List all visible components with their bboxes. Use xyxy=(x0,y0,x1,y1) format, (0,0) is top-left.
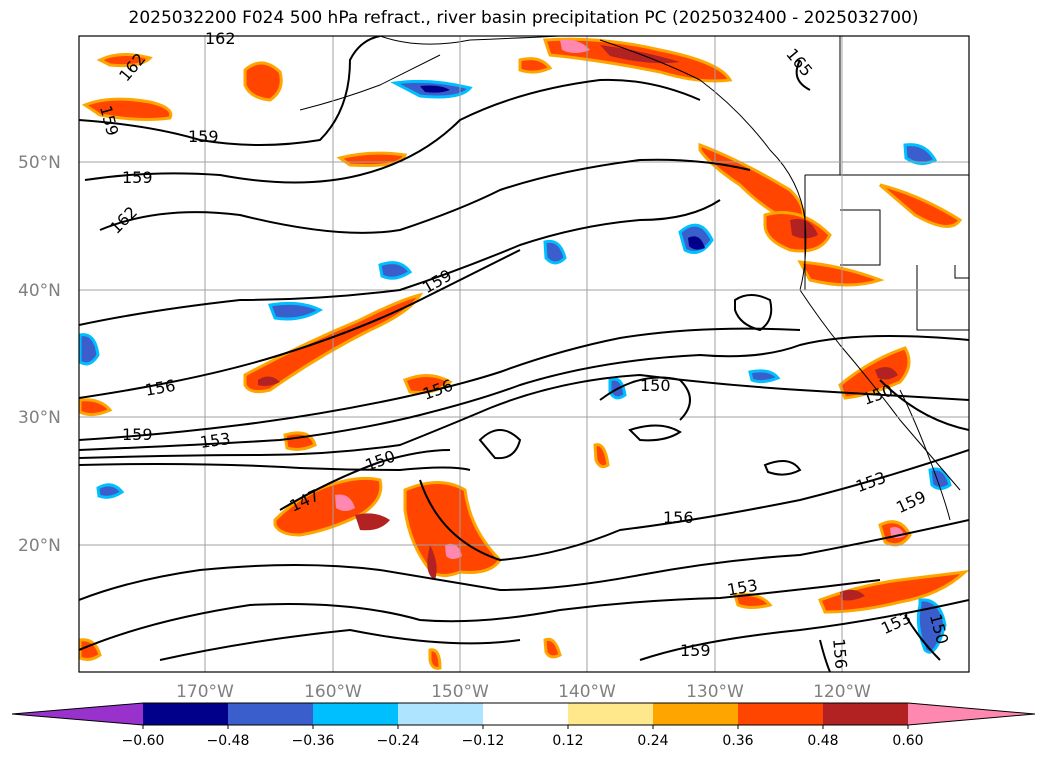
contour-label: 150 xyxy=(640,376,671,395)
colorbar-tick-label: −0.60 xyxy=(122,733,165,749)
colorbar-extend-high xyxy=(908,703,1035,725)
colorbar-segment xyxy=(653,703,738,725)
refractivity-contours xyxy=(79,36,969,672)
colorbar-segment xyxy=(738,703,823,725)
latitude-labels: 50°N 40°N 30°N 20°N xyxy=(18,153,61,556)
colorbar-segment xyxy=(228,703,313,725)
colorbar-segment xyxy=(568,703,653,725)
contour-label: 162 xyxy=(205,29,236,48)
lon-label: 170°W xyxy=(176,682,234,702)
graticule xyxy=(79,36,969,672)
contour-label: 153 xyxy=(199,429,232,452)
contour-label: 156 xyxy=(663,508,694,527)
map-area xyxy=(79,36,969,672)
colorbar-tick-label: 0.60 xyxy=(892,733,923,749)
colorbar-tick-label: 0.24 xyxy=(637,733,668,749)
longitude-labels: 170°W 160°W 150°W 140°W 130°W 120°W xyxy=(176,682,871,702)
colorbar-tick-label: −0.36 xyxy=(292,733,335,749)
contour-label: 159 xyxy=(188,127,219,146)
colorbar-segment xyxy=(483,703,568,725)
colorbar-tick-label: −0.12 xyxy=(462,733,505,749)
lon-label: 120°W xyxy=(813,682,871,702)
contour-label: 156 xyxy=(829,638,851,670)
colorbar-tick-label: −0.24 xyxy=(377,733,420,749)
lon-label: 140°W xyxy=(558,682,616,702)
colorbar-tick-label: −0.48 xyxy=(207,733,250,749)
colorbar-tick-label: 0.12 xyxy=(552,733,583,749)
colorbar-segment xyxy=(143,703,228,725)
lat-label: 40°N xyxy=(18,281,61,301)
map-title: 2025032200 F024 500 hPa refract., river … xyxy=(128,8,919,28)
lat-label: 30°N xyxy=(18,408,61,428)
contour-label: 159 xyxy=(122,168,153,187)
lon-label: 150°W xyxy=(431,682,489,702)
colorbar: −0.60 −0.48 −0.36 −0.24 −0.12 0.12 0.24 0.36 0.4… xyxy=(11,702,1036,749)
lon-label: 160°W xyxy=(304,682,362,702)
colorbar-tick-label: 0.36 xyxy=(722,733,753,749)
colorbar-segment xyxy=(313,703,398,725)
colorbar-segment xyxy=(398,703,483,725)
lat-label: 20°N xyxy=(18,536,61,556)
coastline xyxy=(299,36,969,521)
colorbar-extend-low xyxy=(12,703,143,725)
map-frame xyxy=(78,35,970,673)
contour-label: 159 xyxy=(122,425,153,444)
colorbar-tick-label: 0.48 xyxy=(807,733,838,749)
colorbar-segment xyxy=(823,703,908,725)
lat-label: 50°N xyxy=(18,153,61,173)
contour-label: 159 xyxy=(680,641,711,660)
lon-label: 130°W xyxy=(686,682,744,702)
